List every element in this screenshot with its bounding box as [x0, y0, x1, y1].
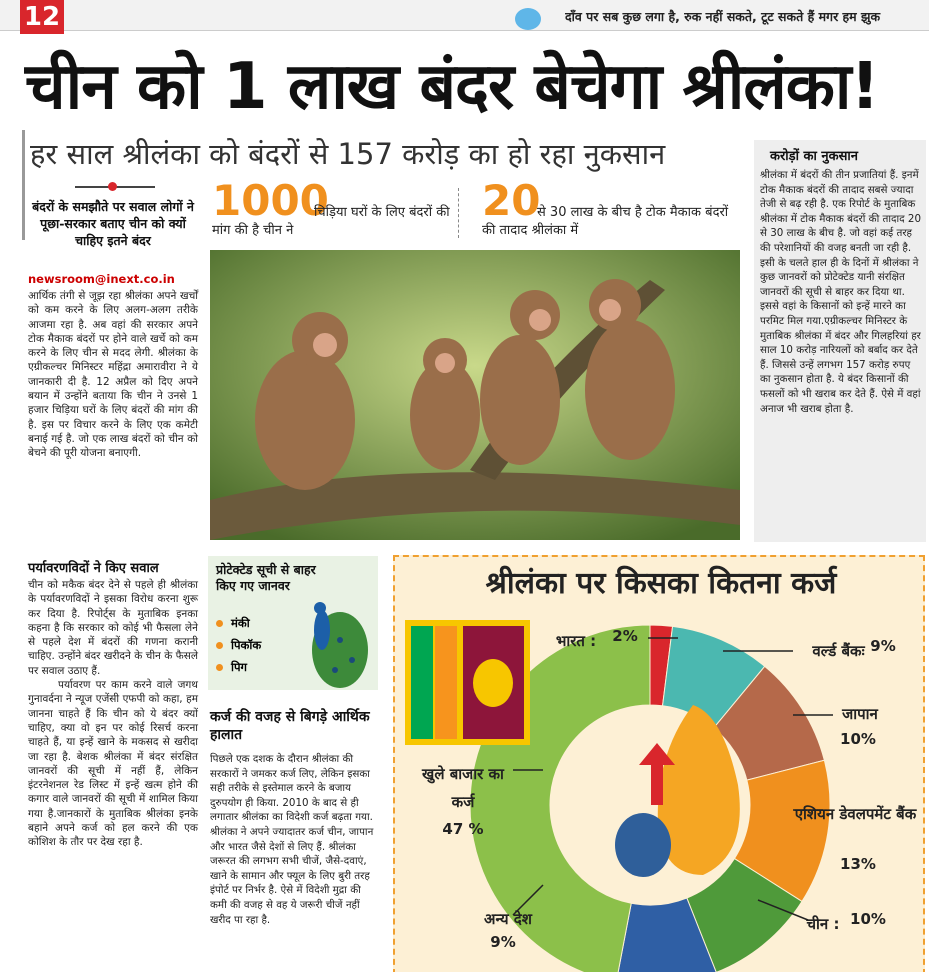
chart: श्रीलंका पर किसका कितना कर्ज: [405, 565, 839, 972]
protected-list: मंकी पिकॉक पिग: [216, 612, 261, 678]
flag-green: [411, 626, 433, 739]
sidebar-text: श्रीलंका में बंदरों की तीन प्रजातियां है…: [760, 169, 922, 415]
value-label: 2%: [612, 627, 638, 645]
paragraph: आर्थिक तंगी से जूझ रहा श्रीलंका अपने खर्…: [28, 290, 198, 460]
byline: newsroom@inext.co.in: [28, 272, 175, 286]
list-item: मंकी: [216, 612, 261, 634]
bullet: [216, 663, 223, 671]
item-text: पिकॉक: [231, 637, 262, 652]
flag-lion: [473, 659, 513, 707]
value-label: 47 %: [442, 820, 484, 838]
category-label: खुले बाजार का कर्ज: [422, 765, 504, 811]
headline: चीन को 1 लाख बंदर बेचेगा श्रीलंका!: [25, 50, 880, 124]
item-text: मंकी: [231, 615, 250, 630]
sidebar: [754, 140, 926, 542]
rule: [22, 130, 25, 240]
left-paragraphs: आर्थिक तंगी से जूझ रहा श्रीलंका अपने खर्…: [28, 289, 198, 461]
sidebar-heading: करोड़ों का नुकसान: [770, 149, 858, 164]
donut-segment: [686, 857, 803, 972]
value-label: 10%: [850, 910, 886, 928]
bullet: [216, 641, 223, 649]
category-label: भारत :: [555, 632, 597, 650]
stat-text: से 30 लाख के बीच है टोक मैकाक बंदरों की …: [482, 205, 729, 238]
stat-number: 20: [482, 176, 541, 225]
list-item: पिकॉक: [216, 634, 261, 656]
kicker-dot: [108, 182, 117, 191]
top-bar: [0, 0, 929, 31]
category-label: जापान: [842, 705, 878, 723]
subheadline: हर साल श्रीलंका को बंदरों से 157 करोड़ क…: [30, 137, 666, 171]
sri-lanka-map: [657, 705, 740, 875]
photo: [210, 250, 740, 540]
paragraph: चीन को मकैक बंदर देने से पहले ही श्रीलंक…: [28, 579, 198, 677]
protected-title: प्रोटेक्टेड सूची से बाहर किए गए जानवर: [216, 562, 316, 593]
tagline: दाँव पर सब कुछ लगा है, रुक नहीं सकते, टू…: [565, 9, 881, 24]
debt-text: पिछले एक दशक के दौरान श्रीलंका की सरकारो…: [210, 753, 374, 926]
value-label: 13%: [840, 855, 876, 873]
value-label: 9%: [490, 933, 516, 951]
kicker: बंदरों के समझौते पर सवाल लोगों ने पूछा-स…: [32, 199, 194, 248]
chart-title: श्रीलंका पर किसका कितना कर्ज: [486, 565, 839, 601]
category-label: एशियन डेवलपमेंट बैंक: [794, 805, 917, 823]
list-item: पिग: [216, 656, 261, 678]
category-label: वर्ल्ड बैंकः: [812, 642, 865, 660]
leader-line: [512, 884, 544, 916]
item-text: पिग: [231, 659, 247, 674]
bird-icon: [515, 8, 541, 30]
page-number: 12: [20, 0, 64, 34]
stat-text: चिड़िया घरों के लिए बंदरों की मांग की है…: [212, 205, 450, 238]
value-label: 9%: [870, 637, 896, 655]
category-label: अन्य देश: [484, 910, 532, 928]
stat-divider: [458, 188, 460, 238]
money-bag: [615, 813, 671, 877]
section-paragraphs: चीन को मकैक बंदर देने से पहले ही श्रीलंक…: [28, 578, 198, 850]
leader-line: [757, 899, 809, 921]
arrow-up: [639, 743, 675, 805]
donut-segment: [617, 897, 717, 972]
flag-orange: [435, 626, 457, 739]
stat-number: 1000: [212, 176, 329, 225]
peacock: [312, 602, 368, 688]
section-heading: पर्यावरणविदों ने किए सवाल: [28, 561, 159, 576]
category-label: चीन :: [806, 915, 840, 933]
paragraph: पर्यावरण पर काम करने वाले जगथ गुनावर्दना…: [28, 679, 198, 849]
bullet: [216, 619, 223, 627]
value-label: 10%: [840, 730, 876, 748]
debt-heading: कर्ज की वजह से बिगड़े आर्थिक हालात: [210, 709, 370, 743]
